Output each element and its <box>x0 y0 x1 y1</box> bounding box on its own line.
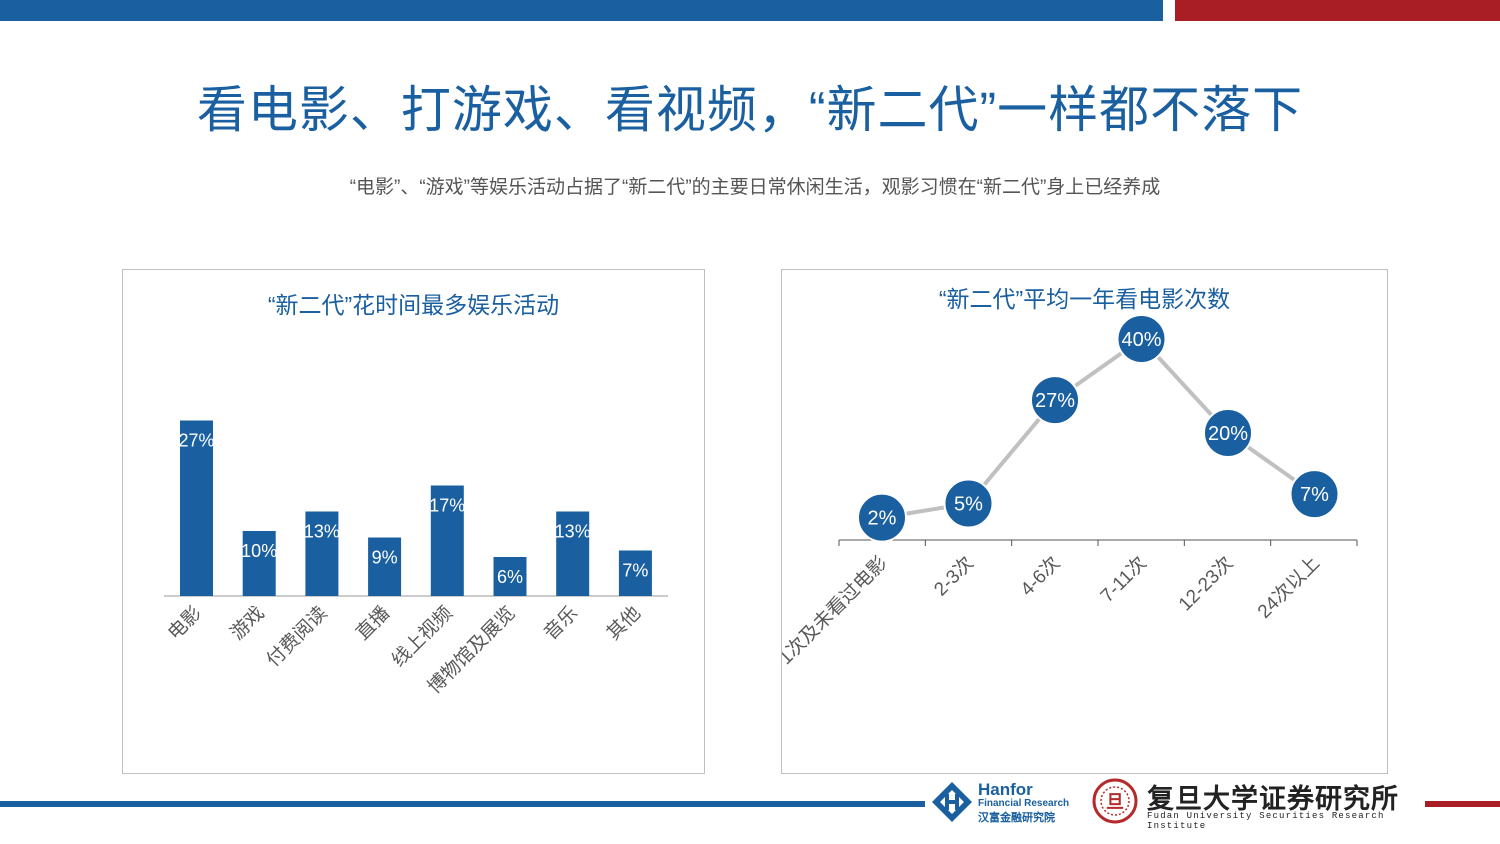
line-category-label: 24次以上 <box>1253 552 1324 623</box>
bar-value-label: 9% <box>372 548 398 568</box>
bar-value-label: 13% <box>304 522 340 542</box>
line-value-label: 40% <box>1121 329 1161 351</box>
hanfor-emblem-icon <box>932 782 972 822</box>
line-chart-title: “新二代”平均一年看电影次数 <box>938 286 1231 312</box>
bar-category-label: 其他 <box>602 602 644 644</box>
page-subtitle: “电影”、“游戏”等娱乐活动占据了“新二代”的主要日常休闲生活，观影习惯在“新二… <box>349 177 1161 198</box>
top-bar-blue <box>0 0 1163 21</box>
line-category-label: 2-3次 <box>930 552 978 600</box>
hanfor-subname: Financial Research <box>978 798 1070 809</box>
line-point <box>1030 375 1080 426</box>
bar-value-label: 27% <box>178 431 214 451</box>
bar-value-label: 10% <box>241 541 277 561</box>
top-bar-red <box>1175 0 1500 21</box>
bottom-bar-red <box>1425 801 1500 807</box>
bar <box>556 511 590 596</box>
line-value-label: 20% <box>1208 423 1248 445</box>
bar-category-label: 直播 <box>352 602 394 644</box>
bar-value-label: 17% <box>429 496 465 516</box>
line-value-label: 2% <box>868 508 897 530</box>
fudan-cn-name: 复旦大学证券研究所 <box>1147 784 1399 814</box>
fudan-seal-icon: 旦 <box>1092 778 1138 824</box>
bar <box>368 537 402 596</box>
line-value-label: 27% <box>1035 390 1075 412</box>
page-title: 看电影、打游戏、看视频，“新二代”一样都不落下 <box>196 82 1304 138</box>
bar-chart: 27%电影10%游戏13%付费阅读9%直播17%线上视频6%博物馆及展览13%音… <box>164 420 668 698</box>
fudan-logo: 旦 复旦大学证券研究所 Fudan University Securities … <box>1090 777 1410 831</box>
line-category-label: 1次及未看过电影 <box>782 552 892 669</box>
bottom-bar-blue <box>0 801 925 807</box>
bar-chart-panel: “新二代”花时间最多娱乐活动 27% 电影 10% 游戏 13% 付费阅读 9% 直播 17% 线… <box>122 269 705 774</box>
bar-value-label: 6% <box>497 567 523 587</box>
bar-chart-title: “新二代”花时间最多娱乐活动 <box>267 292 560 318</box>
bar-category-label: 音乐 <box>540 602 582 644</box>
line-value-label: 7% <box>1300 484 1329 506</box>
bar-category-label: 游戏 <box>226 602 268 644</box>
bar <box>430 485 464 596</box>
bar-category-label: 付费阅读 <box>262 602 331 671</box>
fudan-en-name: Fudan University Securities Research Ins… <box>1147 811 1385 831</box>
line-chart-panel: “新二代”平均一年看电影次数 2% 1次及未看过电影 5% 2-3次 27% 4-6次 40… <box>781 269 1388 774</box>
bar <box>305 511 339 596</box>
hanfor-logo: Hanfor Financial Research 汉富金融研究院 <box>930 779 1080 825</box>
bar <box>242 531 276 596</box>
line-point <box>943 478 994 529</box>
line-category-label: 4-6次 <box>1016 552 1064 600</box>
line-chart: 2% 1次及未看过电影 5% 2-3次 27% 4-6次 40% 7-11次 20% 12-23次… <box>782 314 1358 669</box>
line-point <box>857 492 907 543</box>
line-value-label: 5% <box>954 494 983 516</box>
bar-category-label: 电影 <box>164 602 206 644</box>
line-point <box>1289 469 1340 520</box>
line-point <box>1116 314 1167 364</box>
line-point <box>1203 408 1253 458</box>
bar-value-label: 13% <box>555 522 591 542</box>
bar <box>493 557 527 596</box>
line-category-label: 7-11次 <box>1096 552 1151 607</box>
bar <box>618 550 652 596</box>
bar-value-label: 7% <box>622 561 648 581</box>
fudan-seal-text: 旦 <box>1106 792 1124 812</box>
line-category-label: 12-23次 <box>1174 552 1237 615</box>
bar <box>180 420 213 596</box>
hanfor-name: Hanfor <box>978 780 1033 799</box>
hanfor-cn-name: 汉富金融研究院 <box>978 812 1055 824</box>
